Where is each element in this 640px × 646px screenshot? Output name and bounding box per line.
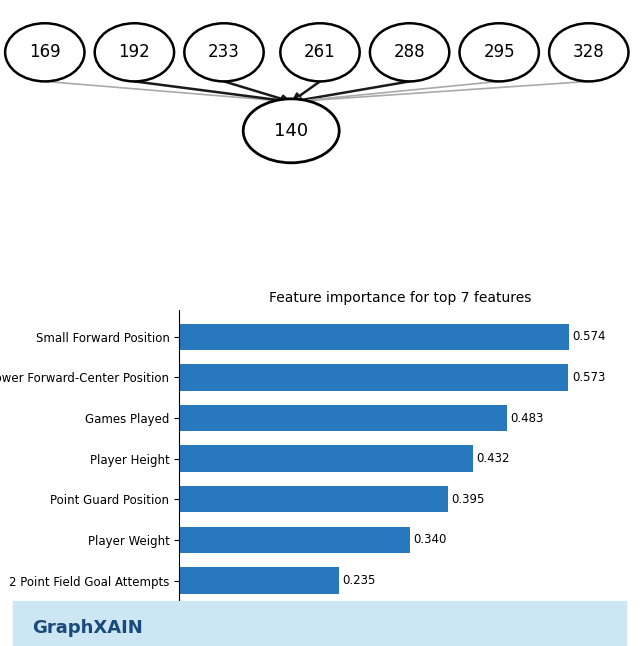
Text: 233: 233 — [208, 43, 240, 61]
Text: 328: 328 — [573, 43, 605, 61]
Ellipse shape — [184, 23, 264, 81]
Ellipse shape — [549, 23, 628, 81]
Text: 0.483: 0.483 — [511, 412, 544, 424]
Text: 261: 261 — [304, 43, 336, 61]
Title: Feature importance for top 7 features: Feature importance for top 7 features — [269, 291, 531, 305]
Text: 140: 140 — [274, 122, 308, 140]
Bar — [179, 364, 568, 391]
Text: 288: 288 — [394, 43, 426, 61]
FancyArrowPatch shape — [294, 81, 320, 100]
Text: 0.574: 0.574 — [573, 330, 606, 343]
Bar — [179, 567, 339, 594]
Ellipse shape — [370, 23, 449, 81]
FancyArrowPatch shape — [45, 81, 289, 105]
Text: 0.432: 0.432 — [476, 452, 509, 465]
FancyArrowPatch shape — [293, 81, 589, 105]
Bar — [179, 324, 569, 350]
Text: 295: 295 — [483, 43, 515, 61]
Text: 0.395: 0.395 — [451, 493, 484, 506]
Text: 0.573: 0.573 — [572, 371, 605, 384]
Text: 0.340: 0.340 — [413, 534, 447, 547]
Text: 192: 192 — [118, 43, 150, 61]
Bar — [179, 526, 410, 553]
FancyArrowPatch shape — [293, 81, 499, 104]
FancyArrowPatch shape — [224, 81, 289, 102]
Text: GraphXAIN: GraphXAIN — [32, 619, 143, 637]
Ellipse shape — [95, 23, 174, 81]
Text: 169: 169 — [29, 43, 61, 61]
Bar — [179, 405, 508, 432]
Ellipse shape — [460, 23, 539, 81]
Ellipse shape — [243, 99, 339, 163]
Bar — [179, 486, 447, 512]
X-axis label: Feature Importance: Feature Importance — [339, 636, 461, 646]
FancyArrowPatch shape — [294, 81, 410, 103]
Ellipse shape — [5, 23, 84, 81]
FancyBboxPatch shape — [13, 556, 627, 646]
Text: 0.235: 0.235 — [342, 574, 376, 587]
Bar — [179, 446, 473, 472]
FancyArrowPatch shape — [134, 81, 289, 104]
Ellipse shape — [280, 23, 360, 81]
